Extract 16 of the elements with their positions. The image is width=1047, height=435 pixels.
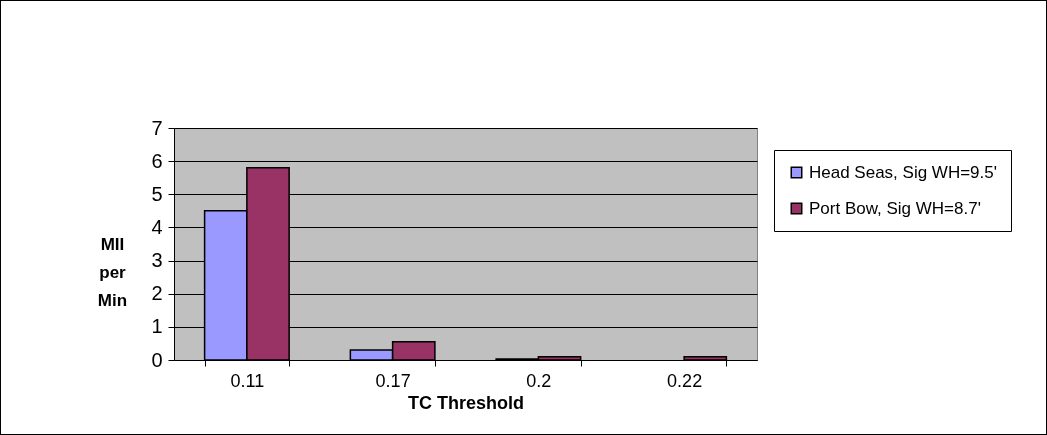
- y-tick-label: 5: [151, 182, 163, 205]
- y-tick-label: 0: [151, 348, 163, 371]
- legend-label: Head Seas, Sig WH=9.5': [809, 162, 997, 182]
- x-tick-label: 0.2: [526, 370, 552, 391]
- y-tick-label: 1: [151, 315, 163, 338]
- x-tick-label: 0.11: [230, 370, 265, 391]
- y-tick-label: 6: [151, 149, 163, 172]
- y-tick-label: 3: [151, 249, 163, 272]
- y-tick-label: 7: [151, 116, 163, 139]
- y-tick-label: 4: [151, 215, 163, 238]
- legend-label: Port Bow, Sig WH=8.7': [809, 198, 981, 218]
- x-tick-label: 0.22: [667, 370, 703, 391]
- y-tick-label: 2: [151, 282, 163, 305]
- x-tick-label: 0.17: [375, 370, 411, 391]
- x-axis-title: TC Threshold: [408, 392, 524, 413]
- y-axis-title: MII per Min: [97, 234, 128, 310]
